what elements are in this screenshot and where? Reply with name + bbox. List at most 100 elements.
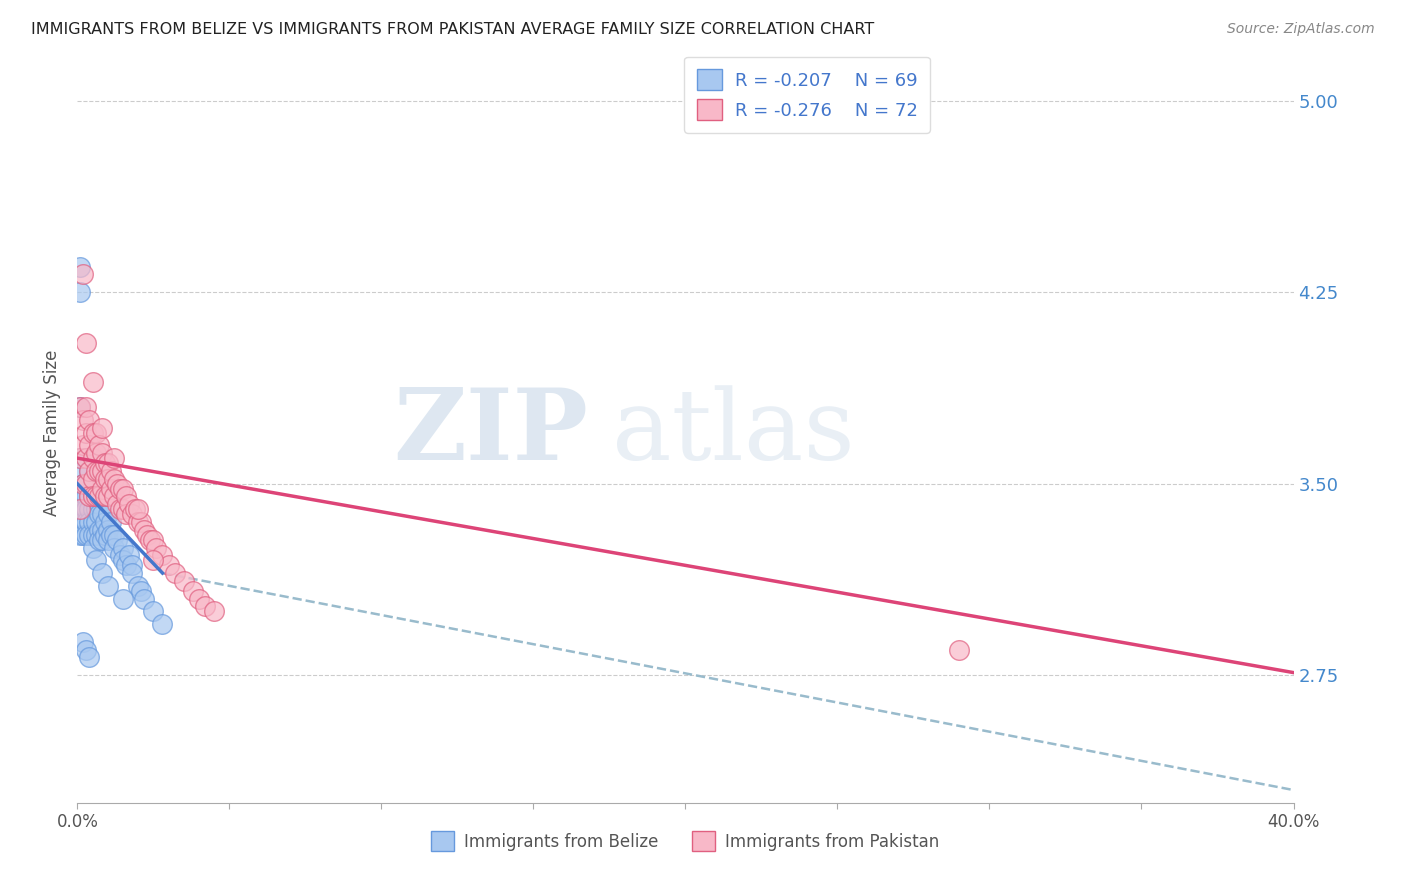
Point bbox=[93, 527, 115, 541]
Point bbox=[72, 490, 94, 504]
Point bbox=[97, 508, 120, 522]
Point bbox=[79, 438, 101, 452]
Point bbox=[108, 482, 131, 496]
Point bbox=[97, 490, 120, 504]
Point bbox=[124, 502, 146, 516]
Point bbox=[115, 490, 138, 504]
Point bbox=[82, 515, 104, 529]
Point bbox=[93, 490, 115, 504]
Point bbox=[90, 523, 112, 537]
Point bbox=[82, 527, 104, 541]
Point bbox=[121, 508, 143, 522]
Point bbox=[111, 541, 134, 555]
Point bbox=[79, 490, 101, 504]
Point bbox=[142, 533, 165, 547]
Point bbox=[181, 583, 204, 598]
Point bbox=[100, 464, 122, 478]
Point bbox=[105, 533, 128, 547]
Point bbox=[188, 591, 211, 606]
Point bbox=[157, 558, 180, 573]
Point bbox=[87, 490, 110, 504]
Point bbox=[72, 476, 94, 491]
Point bbox=[93, 472, 115, 486]
Point bbox=[111, 591, 134, 606]
Point bbox=[69, 285, 91, 300]
Point bbox=[121, 566, 143, 580]
Point bbox=[75, 502, 97, 516]
Point bbox=[82, 375, 104, 389]
Point bbox=[97, 533, 120, 547]
Point bbox=[87, 464, 110, 478]
Point bbox=[90, 533, 112, 547]
Point bbox=[90, 446, 112, 460]
Point bbox=[948, 642, 970, 657]
Point bbox=[194, 599, 217, 614]
Point bbox=[142, 604, 165, 618]
Point bbox=[69, 400, 91, 414]
Point bbox=[79, 464, 101, 478]
Point bbox=[75, 476, 97, 491]
Point bbox=[79, 464, 101, 478]
Point bbox=[105, 476, 128, 491]
Point bbox=[82, 490, 104, 504]
Point bbox=[79, 502, 101, 516]
Point bbox=[111, 553, 134, 567]
Point bbox=[82, 490, 104, 504]
Point bbox=[90, 508, 112, 522]
Text: atlas: atlas bbox=[613, 384, 855, 481]
Point bbox=[108, 548, 131, 562]
Point bbox=[97, 456, 120, 470]
Point bbox=[127, 502, 149, 516]
Point bbox=[69, 400, 91, 414]
Point bbox=[82, 451, 104, 466]
Point bbox=[82, 472, 104, 486]
Point bbox=[108, 502, 131, 516]
Point bbox=[93, 515, 115, 529]
Point bbox=[115, 558, 138, 573]
Point bbox=[72, 464, 94, 478]
Point bbox=[134, 591, 156, 606]
Point bbox=[118, 548, 141, 562]
Point bbox=[75, 400, 97, 414]
Point bbox=[72, 635, 94, 649]
Point bbox=[69, 451, 91, 466]
Point bbox=[139, 533, 162, 547]
Point bbox=[84, 490, 107, 504]
Point bbox=[202, 604, 225, 618]
Point bbox=[111, 502, 134, 516]
Point bbox=[72, 413, 94, 427]
Point bbox=[100, 515, 122, 529]
Point bbox=[152, 617, 174, 632]
Point bbox=[69, 451, 91, 466]
Point bbox=[87, 523, 110, 537]
Point bbox=[79, 527, 101, 541]
Point bbox=[115, 508, 138, 522]
Point bbox=[100, 527, 122, 541]
Point bbox=[142, 553, 165, 567]
Point bbox=[129, 583, 152, 598]
Point bbox=[69, 260, 91, 274]
Point bbox=[103, 490, 125, 504]
Point bbox=[84, 425, 107, 440]
Point bbox=[103, 541, 125, 555]
Point bbox=[134, 523, 156, 537]
Point bbox=[163, 566, 186, 580]
Point bbox=[136, 527, 159, 541]
Point bbox=[79, 515, 101, 529]
Text: Source: ZipAtlas.com: Source: ZipAtlas.com bbox=[1227, 22, 1375, 37]
Point bbox=[75, 336, 97, 351]
Point bbox=[84, 464, 107, 478]
Point bbox=[111, 482, 134, 496]
Point bbox=[121, 558, 143, 573]
Point bbox=[82, 541, 104, 555]
Point bbox=[103, 527, 125, 541]
Point bbox=[79, 490, 101, 504]
Point bbox=[97, 579, 120, 593]
Point bbox=[90, 482, 112, 496]
Point bbox=[129, 515, 152, 529]
Point bbox=[72, 268, 94, 282]
Point bbox=[72, 527, 94, 541]
Point bbox=[84, 502, 107, 516]
Point bbox=[84, 446, 107, 460]
Point bbox=[75, 490, 97, 504]
